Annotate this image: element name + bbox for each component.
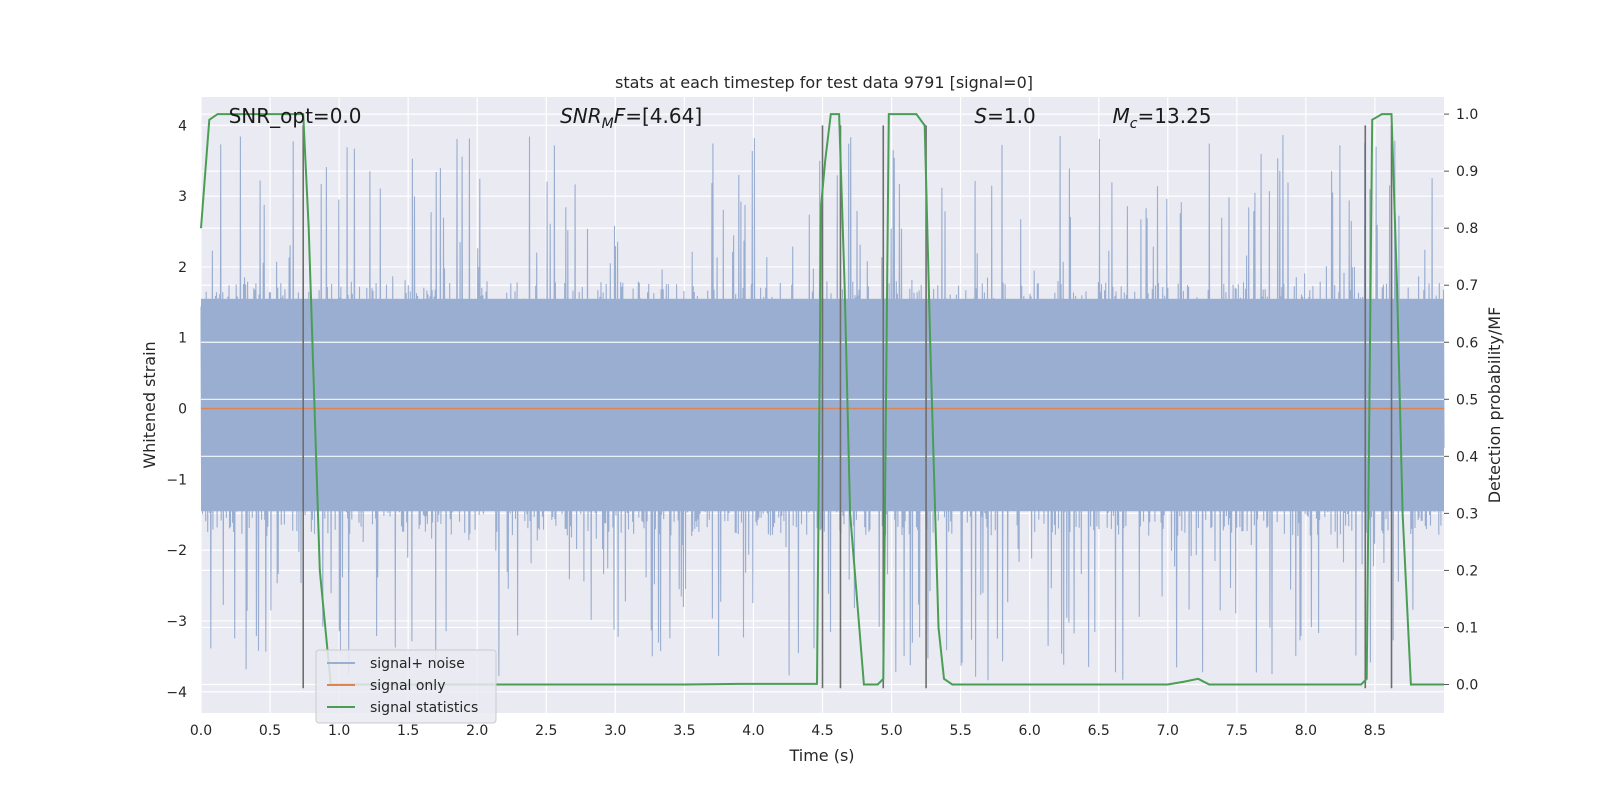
- y-tick-label: −4: [166, 685, 187, 701]
- y2-tick-label: 0.0: [1456, 677, 1478, 693]
- x-tick-label: 7.0: [1157, 723, 1179, 739]
- annotation-part: [4.64]: [642, 104, 702, 128]
- x-tick-label: 2.0: [466, 723, 488, 739]
- x-tick-label: 4.0: [742, 723, 764, 739]
- x-tick-label: 5.5: [949, 723, 971, 739]
- annotation-part: SNR: [560, 104, 602, 128]
- marker-lines: [302, 125, 1393, 689]
- x-tick-label: 1.0: [328, 723, 350, 739]
- y-tick-label: −1: [166, 472, 187, 488]
- x-tick-label: 4.5: [811, 723, 833, 739]
- y-tick-label: 2: [178, 260, 187, 276]
- x-tick-label: 1.5: [397, 723, 419, 739]
- y-tick-label: −2: [166, 543, 187, 559]
- annotation-part: c: [1130, 116, 1138, 132]
- y-tick-label: 0: [178, 402, 187, 418]
- x-tick-label: 8.0: [1295, 723, 1317, 739]
- annotation-part: F=: [614, 104, 642, 128]
- y2-tick-label: 0.7: [1456, 278, 1478, 294]
- annotation-mc: Mc=13.25: [1113, 104, 1212, 132]
- y-axis-ticks: 4 3 2 1 0 −1 −2 −3 −4: [166, 118, 187, 700]
- y2-tick-label: 0.5: [1456, 392, 1478, 408]
- y2-tick-label: 0.9: [1456, 164, 1478, 180]
- annotation-part: SNR_opt=: [229, 104, 330, 128]
- x-axis-ticks: 0.0 0.5 1.0 1.5 2.0 2.5 3.0 3.5 4.0 4.5 5.0 5.5 6.0 6…: [190, 723, 1386, 739]
- annotation-part: M: [1113, 104, 1130, 128]
- legend-label-noise: signal+ noise: [370, 656, 465, 672]
- y-tick-label: 3: [178, 189, 187, 205]
- x-tick-label: 3.0: [604, 723, 626, 739]
- plot-area: [200, 97, 1445, 713]
- x-tick-label: 5.0: [880, 723, 902, 739]
- annotation-s-stat: S=1.0: [974, 104, 1035, 128]
- y2-tick-label: 0.3: [1456, 506, 1478, 522]
- legend-label-signal: signal only: [370, 678, 445, 694]
- annotation-part: M: [602, 116, 614, 132]
- annotation-part: S: [974, 104, 987, 128]
- x-tick-label: 3.5: [673, 723, 695, 739]
- annotation-part: 0.0: [330, 104, 362, 128]
- y-tick-label: 1: [178, 331, 187, 347]
- y2-axis-ticks: 1.0 0.9 0.8 0.7 0.6 0.5 0.4 0.3 0.2 0.1 0.0: [1444, 107, 1478, 693]
- x-tick-label: 6.5: [1088, 723, 1110, 739]
- legend-box: [315, 649, 497, 724]
- chart-title: stats at each timestep for test data 979…: [615, 73, 1033, 92]
- y-tick-label: −3: [166, 614, 187, 630]
- y2-tick-label: 0.6: [1456, 335, 1478, 351]
- annotation-part: =13.25: [1138, 104, 1212, 128]
- annotation-snr-mf: SNRMF=[4.64]: [560, 104, 702, 132]
- x-tick-label: 2.5: [535, 723, 557, 739]
- x-axis-label: Time (s): [788, 746, 854, 765]
- x-tick-label: 6.0: [1019, 723, 1041, 739]
- y2-tick-label: 1.0: [1456, 107, 1478, 123]
- y2-tick-label: 0.8: [1456, 221, 1478, 237]
- annotation-part: =1.0: [987, 104, 1036, 128]
- annotations: SNR_opt=0.0 SNRMF=[4.64] S=1.0 Mc=13.25: [229, 104, 1212, 132]
- x-tick-label: 7.5: [1226, 723, 1248, 739]
- annotation-snr-opt: SNR_opt=0.0: [229, 104, 362, 128]
- x-tick-label: 0.5: [259, 723, 281, 739]
- legend: signal+ noise signal only signal statist…: [315, 649, 497, 724]
- x-tick-label: 0.0: [190, 723, 212, 739]
- y2-tick-label: 0.2: [1456, 563, 1478, 579]
- y-axis-label: Whitened strain: [140, 341, 159, 468]
- x-tick-label: 8.5: [1364, 723, 1386, 739]
- legend-label-stats: signal statistics: [370, 700, 478, 716]
- y2-tick-label: 0.1: [1456, 620, 1478, 636]
- y2-tick-label: 0.4: [1456, 449, 1478, 465]
- y-tick-label: 4: [178, 118, 187, 134]
- y2-axis-label: Detection probability/MF: [1485, 307, 1504, 504]
